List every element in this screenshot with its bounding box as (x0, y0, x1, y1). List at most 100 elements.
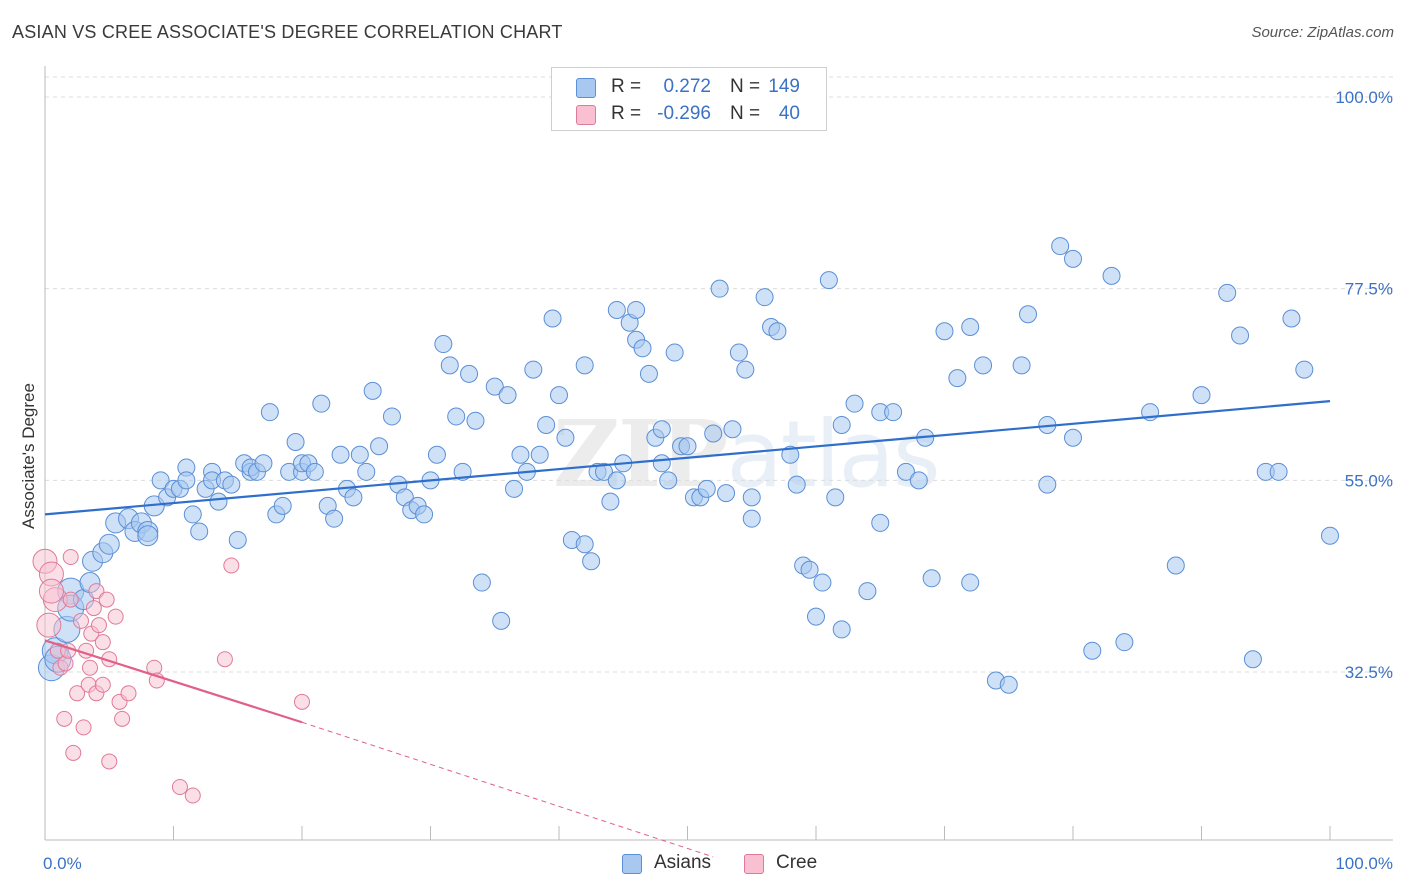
legend-r-value: -0.296 (657, 103, 711, 124)
asian-point (826, 488, 845, 507)
asian-point (1064, 428, 1082, 447)
asian-point (312, 394, 331, 413)
legend-n-label: N = (730, 103, 761, 124)
legend-swatch-cree (744, 854, 764, 874)
asian-point (98, 533, 120, 555)
asian-point (768, 322, 787, 341)
asian-point (755, 288, 774, 307)
x-tick-label: 100.0% (1335, 854, 1393, 873)
cree-point (94, 634, 111, 651)
asian-point (1166, 556, 1185, 575)
asian-point (331, 445, 350, 464)
asian-point (183, 505, 202, 524)
cree-series (32, 548, 310, 804)
asian-point (999, 675, 1018, 694)
asian-point (807, 607, 825, 626)
chart-title: ASIAN VS CREE ASSOCIATE'S DEGREE CORRELA… (12, 22, 563, 42)
cree-point (72, 612, 89, 629)
asian-point (228, 530, 247, 549)
asian-point (1218, 283, 1237, 302)
y-axis-title: Associate's Degree (19, 383, 38, 529)
cree-point (107, 608, 124, 625)
asian-point (177, 471, 196, 490)
legend-r-label: R = (611, 103, 642, 124)
asian-point (1038, 475, 1057, 494)
asian-point (524, 360, 543, 379)
asian-point (466, 411, 485, 430)
asian-point (961, 573, 980, 592)
asian-point (1064, 249, 1082, 268)
asian-point (575, 535, 594, 554)
asian-point (453, 462, 472, 481)
asian-point (1321, 526, 1339, 545)
asian-point (575, 356, 594, 375)
asian-point (781, 445, 800, 464)
asian-point (627, 300, 646, 319)
asian-point (1102, 266, 1121, 285)
asian-point (209, 492, 228, 511)
asian-point (260, 403, 279, 422)
asians-series (37, 237, 1339, 694)
asian-point (639, 364, 658, 383)
legend-label-asians: Asians (654, 852, 712, 873)
y-tick-label: 32.5% (1345, 663, 1393, 682)
asian-point (434, 335, 453, 354)
asian-point (710, 279, 729, 298)
asian-point (286, 433, 305, 451)
asian-point (665, 343, 684, 362)
asian-point (1019, 305, 1038, 324)
cree-point (88, 583, 105, 600)
asian-point (594, 462, 613, 481)
cree-point (294, 693, 310, 710)
asian-point (832, 415, 851, 434)
asian-point (1231, 326, 1250, 345)
axis-labels: 100.0% 77.5% 55.0% 32.5% 0.0% 100.0% Associate… (19, 88, 1393, 873)
asian-point (1051, 237, 1070, 256)
asians-trend-line (44, 400, 1331, 516)
asian-point (556, 428, 575, 447)
asian-point (1083, 641, 1102, 660)
series-legend: Asians Cree (0, 852, 1406, 878)
asian-point (350, 445, 369, 464)
y-tick-label: 100.0% (1335, 88, 1393, 107)
legend-swatch-cree (576, 105, 596, 125)
asian-point (948, 369, 967, 388)
legend-r-label: R = (611, 76, 642, 97)
asian-point (137, 525, 159, 547)
cree-point (56, 710, 73, 727)
asian-point (190, 522, 209, 541)
cree-trend-extension (301, 721, 714, 858)
asian-point (460, 364, 479, 383)
cree-point (184, 787, 201, 804)
asian-point (704, 424, 723, 443)
cree-point (81, 659, 98, 676)
grid (45, 76, 1393, 673)
asian-point (659, 471, 678, 490)
asian-point (550, 386, 568, 405)
y-tick-label: 55.0% (1345, 471, 1393, 490)
asian-point (652, 420, 671, 439)
asian-point (543, 309, 562, 328)
asian-point (601, 492, 620, 511)
cree-point (216, 651, 233, 668)
asian-point (845, 394, 864, 413)
asian-point (357, 462, 376, 481)
asian-point (447, 407, 466, 426)
asian-point (935, 322, 954, 341)
legend-label-cree: Cree (776, 852, 818, 873)
cree-point (101, 753, 118, 770)
cree-point (38, 578, 64, 604)
cree-point (98, 591, 115, 608)
legend-row-asians: R = 0.272 N = 149 (552, 74, 826, 100)
asian-point (871, 513, 890, 532)
asian-point (800, 560, 819, 579)
source-label: Source: ZipAtlas.com (1251, 24, 1394, 41)
asian-point (813, 573, 832, 592)
asian-point (974, 356, 993, 375)
asian-point (151, 471, 170, 490)
asian-point (729, 343, 748, 362)
asian-point (607, 471, 626, 490)
legend-swatch-asians (576, 78, 596, 98)
asian-point (511, 445, 530, 464)
legend-row-cree: R = -0.296 N = 40 (552, 101, 826, 127)
